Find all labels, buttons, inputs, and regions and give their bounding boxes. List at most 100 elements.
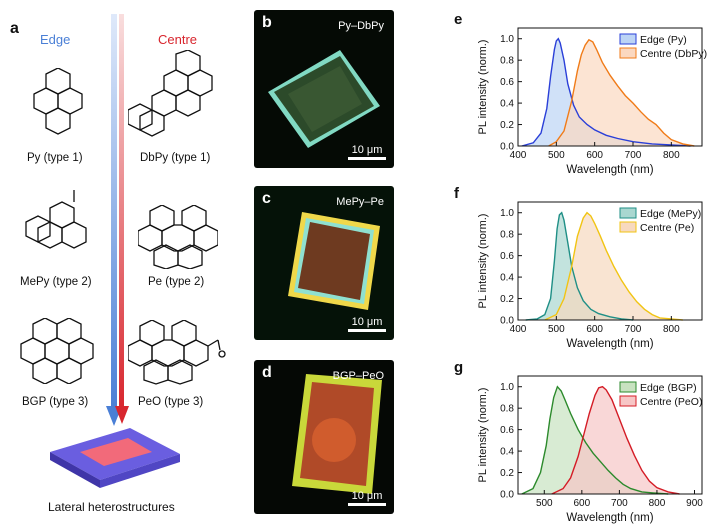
y-axis-label: PL intensity (norm.) bbox=[477, 214, 489, 309]
mepy-pe-crystal-image bbox=[288, 212, 380, 310]
y-tick-label: 0.4 bbox=[500, 99, 514, 110]
panel-d-letter: d bbox=[262, 364, 272, 381]
legend-label-1: Centre (DbPy) bbox=[640, 48, 707, 60]
edge-column-title: Edge bbox=[40, 32, 71, 47]
series-line-1 bbox=[548, 38, 695, 147]
panel-b-letter: b bbox=[262, 14, 272, 31]
legend-label-1: Centre (Pe) bbox=[640, 222, 694, 234]
legend-swatch-0 bbox=[619, 381, 637, 393]
series-line-1 bbox=[544, 211, 683, 321]
legend-swatch-1 bbox=[619, 395, 637, 407]
x-tick-label: 600 bbox=[573, 498, 590, 509]
y-tick-label: 0.6 bbox=[500, 251, 514, 262]
y-tick-label: 1.0 bbox=[500, 382, 514, 393]
legend-label-0: Edge (MePy) bbox=[640, 208, 701, 220]
peo-molecule-icon bbox=[128, 320, 226, 385]
peo-label: PeO (type 3) bbox=[138, 396, 204, 408]
legend-swatch-0 bbox=[619, 33, 637, 45]
bgp-label: BGP (type 3) bbox=[22, 396, 89, 408]
y-tick-label: 0.8 bbox=[500, 404, 514, 415]
x-tick-label: 500 bbox=[548, 324, 565, 335]
pl-chart-f: f 400 500 600 700 800 0.0 0.2 0.4 0.6 0.8 1.0 Wavele… bbox=[454, 185, 703, 350]
y-axis-label: PL intensity (norm.) bbox=[477, 40, 489, 135]
x-tick-label: 500 bbox=[536, 498, 553, 509]
y-tick-label: 0.6 bbox=[500, 425, 514, 436]
micrograph-d-label: BGP–PeO bbox=[332, 370, 384, 382]
plot-frame bbox=[517, 27, 703, 147]
y-tick-label: 0.6 bbox=[500, 77, 514, 88]
x-tick-label: 400 bbox=[510, 150, 527, 161]
legend-label-1: Centre (PeO) bbox=[640, 396, 702, 408]
x-axis-label: Wavelength (nm) bbox=[566, 164, 653, 176]
series-fill-1 bbox=[548, 39, 695, 146]
y-tick-label: 0.0 bbox=[500, 316, 514, 327]
y-tick-label: 0.4 bbox=[500, 273, 514, 284]
micrograph-c-scalebar: 10 μm bbox=[348, 316, 386, 332]
legend-swatch-1 bbox=[619, 221, 637, 233]
panel-letter: g bbox=[454, 359, 463, 376]
pl-chart-e: e 400 500 600 700 800 0.0 0.2 0.4 0.6 0.8 1.0 Wavele… bbox=[454, 11, 707, 176]
legend-swatch-0 bbox=[619, 207, 637, 219]
x-tick-label: 400 bbox=[510, 324, 527, 335]
y-tick-label: 0.2 bbox=[500, 468, 514, 479]
series-line-0 bbox=[521, 37, 691, 147]
y-tick-label: 0.2 bbox=[500, 294, 514, 305]
series-fill-0 bbox=[525, 212, 633, 320]
py-molecule-icon bbox=[33, 68, 83, 135]
mepy-label: MePy (type 2) bbox=[20, 276, 92, 288]
y-tick-label: 0.8 bbox=[500, 56, 514, 67]
y-tick-label: 1.0 bbox=[500, 34, 514, 45]
y-tick-label: 0.0 bbox=[500, 142, 514, 153]
legend-label-0: Edge (BGP) bbox=[640, 382, 697, 394]
x-tick-label: 900 bbox=[686, 498, 703, 509]
y-tick-label: 0.0 bbox=[500, 490, 514, 501]
x-tick-label: 800 bbox=[663, 324, 680, 335]
legend-swatch-1 bbox=[619, 47, 637, 59]
micrograph-b: Py–DbPy 10 μm bbox=[254, 10, 394, 168]
panel-letter: f bbox=[454, 185, 460, 202]
dbpy-molecule-icon bbox=[128, 50, 213, 137]
panel-a-letter: a bbox=[10, 20, 19, 37]
series-fill-1 bbox=[551, 386, 680, 494]
x-tick-label: 600 bbox=[586, 324, 603, 335]
y-tick-label: 0.8 bbox=[500, 230, 514, 241]
x-tick-label: 800 bbox=[663, 150, 680, 161]
edge-centre-arrows bbox=[106, 14, 129, 426]
dbpy-label: DbPy (type 1) bbox=[140, 152, 211, 164]
py-label: Py (type 1) bbox=[27, 152, 83, 164]
x-tick-label: 800 bbox=[649, 498, 666, 509]
micrograph-d: BGP–PeO 10 μm bbox=[254, 360, 394, 514]
series-line-1 bbox=[551, 385, 680, 495]
micrograph-c-label: MePy–Pe bbox=[336, 196, 384, 208]
py-dbpy-crystal-image bbox=[268, 50, 380, 148]
bgp-peo-crystal-image bbox=[292, 374, 382, 494]
pe-label: Pe (type 2) bbox=[148, 276, 205, 288]
centre-column-title: Centre bbox=[158, 32, 198, 47]
plot-frame bbox=[517, 375, 703, 495]
panel-c-letter: c bbox=[262, 190, 271, 207]
series-line-0 bbox=[521, 385, 669, 495]
x-tick-label: 700 bbox=[625, 324, 642, 335]
micrograph-d-scalebar: 10 μm bbox=[348, 490, 386, 506]
x-tick-label: 500 bbox=[548, 150, 565, 161]
pe-molecule-icon bbox=[138, 205, 218, 269]
bgp-molecule-icon bbox=[20, 318, 94, 384]
series-fill-0 bbox=[521, 386, 669, 494]
lateral-heterostructures-label: Lateral heterostructures bbox=[48, 500, 175, 514]
y-axis-label: PL intensity (norm.) bbox=[477, 388, 489, 483]
mepy-molecule-icon bbox=[25, 190, 87, 249]
x-axis-label: Wavelength (nm) bbox=[566, 512, 653, 524]
x-tick-label: 700 bbox=[625, 150, 642, 161]
panel-letter: e bbox=[454, 11, 462, 28]
y-tick-label: 1.0 bbox=[500, 208, 514, 219]
x-tick-label: 600 bbox=[586, 150, 603, 161]
micrograph-c: MePy–Pe 10 μm bbox=[254, 186, 394, 340]
pl-chart-g: g 500 600 700 800 900 0.0 0.2 0.4 0.6 0.8 1.0 Wavele… bbox=[454, 359, 703, 524]
series-fill-0 bbox=[521, 38, 691, 147]
series-line-0 bbox=[525, 211, 634, 321]
y-tick-label: 0.4 bbox=[500, 447, 514, 458]
x-axis-label: Wavelength (nm) bbox=[566, 338, 653, 350]
y-tick-label: 0.2 bbox=[500, 120, 514, 131]
x-tick-label: 700 bbox=[611, 498, 628, 509]
micrograph-b-scalebar: 10 μm bbox=[348, 144, 386, 160]
